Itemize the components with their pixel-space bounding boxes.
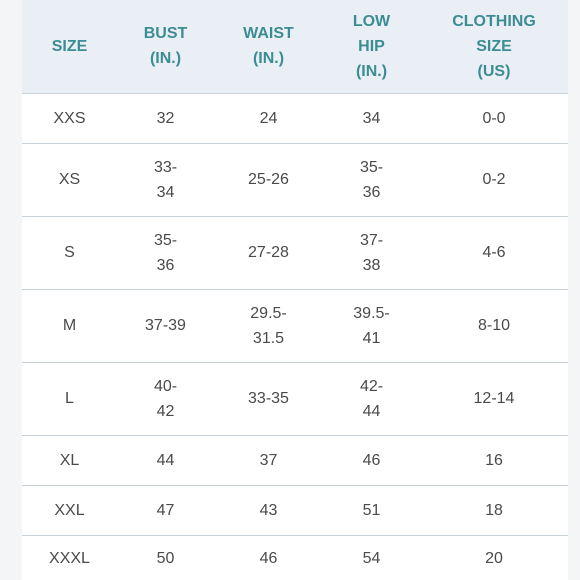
clothing-size-cell: 8-10 — [420, 289, 568, 363]
header-size: SIZE — [22, 0, 117, 94]
waist-cell: 37 — [214, 435, 323, 486]
low-hip-cell: 54 — [362, 549, 381, 567]
header-low-hip: LOW HIP (IN.) — [323, 0, 420, 94]
size-cell: XXXL — [49, 549, 90, 567]
bust-cell: 47 — [117, 485, 214, 536]
size-cell: XXS — [22, 93, 117, 144]
table-row: XL 44 37 46 16 — [22, 435, 568, 486]
size-cell: S — [22, 216, 117, 290]
table-row: XS 33- 34 25-26 35- 36 0-2 — [22, 143, 568, 217]
waist-cell: 25-26 — [214, 143, 323, 217]
waist-cell: 43 — [214, 485, 323, 536]
low-hip-cell: 34 — [323, 93, 420, 144]
header-waist: WAIST (IN.) — [214, 0, 323, 94]
clothing-size-cell: 20 — [485, 549, 503, 567]
waist-cell: 24 — [214, 93, 323, 144]
bust-cell: 35- 36 — [117, 216, 214, 290]
bust-cell: 50 — [156, 549, 175, 567]
table-row: XXS 32 24 34 0-0 — [22, 93, 568, 144]
bust-cell: 40- 42 — [117, 362, 214, 436]
table-row: XXL 47 43 51 18 — [22, 485, 568, 536]
bust-cell: 32 — [117, 93, 214, 144]
clothing-size-cell: 18 — [420, 485, 568, 536]
clothing-size-cell: 12-14 — [420, 362, 568, 436]
waist-cell: 33-35 — [214, 362, 323, 436]
header-clothing-size: CLOTHING SIZE (US) — [420, 0, 568, 94]
low-hip-cell: 51 — [323, 485, 420, 536]
waist-cell: 29.5- 31.5 — [214, 289, 323, 363]
clothing-size-cell: 0-0 — [420, 93, 568, 144]
low-hip-cell: 39.5- 41 — [323, 289, 420, 363]
size-cell: XXL — [22, 485, 117, 536]
table-row: M 37-39 29.5- 31.5 39.5- 41 8-10 — [22, 289, 568, 363]
waist-cell: 27-28 — [214, 216, 323, 290]
table-row: XXXL 50 46 54 20 — [22, 535, 568, 580]
size-cell: XS — [22, 143, 117, 217]
table-row: S 35- 36 27-28 37- 38 4-6 — [22, 216, 568, 290]
size-cell: XL — [22, 435, 117, 486]
header-row: SIZE BUST (IN.) WAIST (IN.) LOW HIP (IN.… — [22, 0, 568, 94]
low-hip-cell: 37- 38 — [323, 216, 420, 290]
clothing-size-cell: 4-6 — [420, 216, 568, 290]
table-row: L 40- 42 33-35 42- 44 12-14 — [22, 362, 568, 436]
bust-cell: 44 — [117, 435, 214, 486]
bust-cell: 37-39 — [117, 289, 214, 363]
low-hip-cell: 42- 44 — [323, 362, 420, 436]
header-bust: BUST (IN.) — [117, 0, 214, 94]
size-cell: M — [22, 289, 117, 363]
clothing-size-cell: 0-2 — [420, 143, 568, 217]
clothing-size-cell: 16 — [420, 435, 568, 486]
bust-cell: 33- 34 — [117, 143, 214, 217]
waist-cell: 46 — [259, 549, 278, 567]
low-hip-cell: 46 — [323, 435, 420, 486]
size-chart-panel: SIZE BUST (IN.) WAIST (IN.) LOW HIP (IN.… — [22, 0, 568, 580]
low-hip-cell: 35- 36 — [323, 143, 420, 217]
size-chart-table: SIZE BUST (IN.) WAIST (IN.) LOW HIP (IN.… — [22, 0, 568, 580]
size-cell: L — [22, 362, 117, 436]
